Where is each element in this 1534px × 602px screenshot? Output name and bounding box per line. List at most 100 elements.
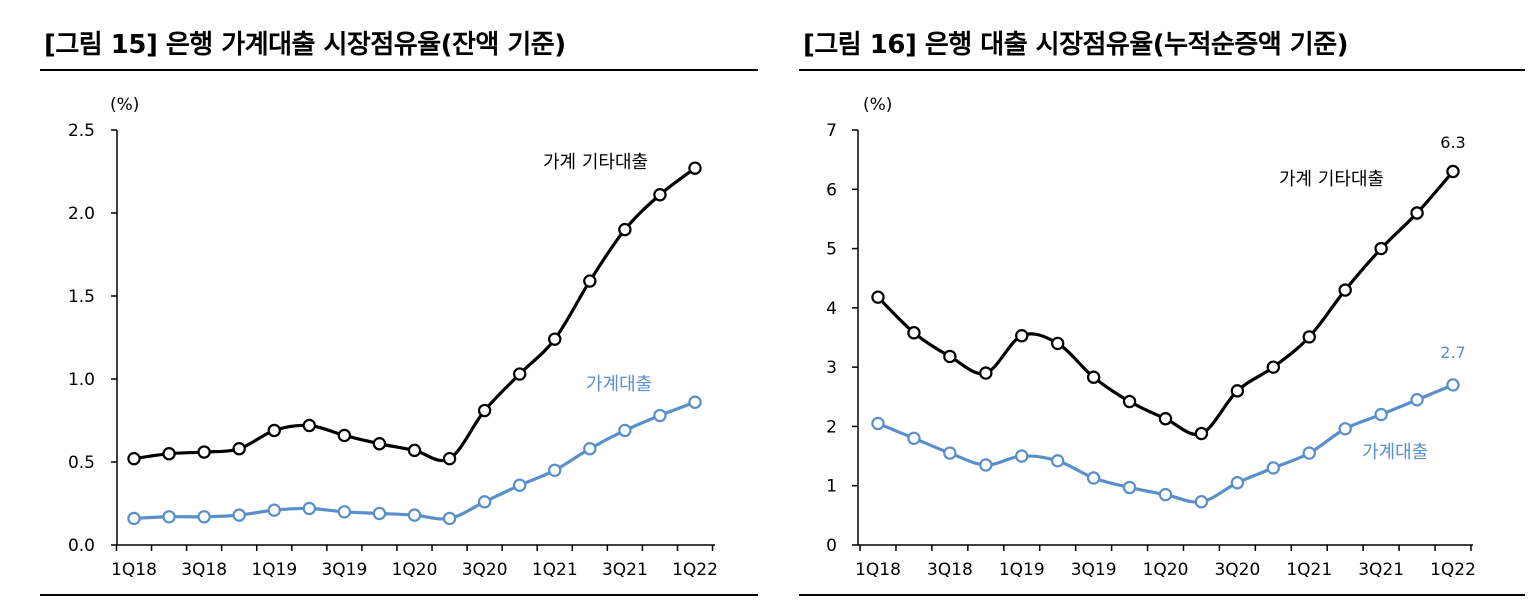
data-point <box>1194 495 1209 509</box>
series-label: 가계 기타대출 <box>543 152 648 173</box>
y-tick-label: 1 <box>826 477 837 497</box>
x-tick-label: 3Q18 <box>181 560 227 580</box>
chart-panel-15: [그림 15] 은행 가계대출 시장점유율(잔액 기준) 0.0 0.5 1.0 1.… <box>40 30 758 596</box>
x-tick-label: 1Q21 <box>1286 560 1332 580</box>
data-point <box>1122 480 1137 495</box>
x-tick-label: 3Q19 <box>321 560 367 580</box>
data-point <box>548 463 562 477</box>
data-label: 6.3 <box>1440 133 1465 152</box>
data-point <box>1302 446 1316 460</box>
bottom-rule <box>40 594 758 596</box>
chart-title: [그림 16] 은행 대출 시장점유율(누적순증액 기준) <box>803 30 1349 60</box>
y-tick-label: 3 <box>826 358 837 378</box>
data-point <box>943 446 957 460</box>
line-chart-16: 0 1 2 3 4 5 6 7 1Q18 3Q18 1Q19 3Q19 1Q20 3Q20 1Q21 3Q21… <box>826 95 1476 580</box>
y-tick-label: 7 <box>826 121 837 141</box>
data-point <box>127 451 141 466</box>
data-point <box>442 451 457 466</box>
data-point <box>618 222 632 237</box>
data-point <box>618 423 632 438</box>
x-tick-label: 3Q19 <box>1071 560 1117 580</box>
y-tick-label: 2.0 <box>68 204 95 224</box>
data-point <box>232 442 246 456</box>
data-point <box>1338 422 1352 436</box>
data-point <box>1410 206 1424 220</box>
data-point <box>653 408 667 423</box>
y-tick-label: 1.0 <box>68 370 95 390</box>
data-point <box>407 508 422 522</box>
data-point <box>1158 412 1173 426</box>
data-point <box>1050 336 1065 351</box>
data-point <box>548 332 562 346</box>
series-label: 가계대출 <box>586 374 652 395</box>
data-point <box>1302 330 1316 344</box>
data-point <box>337 428 352 443</box>
data-point <box>512 367 527 381</box>
x-tick-label: 1Q19 <box>251 560 297 580</box>
x-tick-label: 3Q21 <box>1358 560 1404 580</box>
data-point <box>871 290 885 304</box>
data-point <box>162 447 176 461</box>
data-point <box>1410 393 1424 407</box>
x-tick-label: 1Q20 <box>392 560 438 580</box>
data-point <box>512 478 527 492</box>
bottom-rule <box>799 594 1525 596</box>
data-point <box>302 501 317 516</box>
data-point <box>1374 407 1388 422</box>
y-tick-label: 2.5 <box>68 121 95 141</box>
data-point <box>477 495 492 509</box>
series-line <box>876 170 1455 437</box>
data-point <box>197 510 211 524</box>
title-rule <box>40 69 758 71</box>
data-point <box>583 274 597 288</box>
x-tick-label: 1Q22 <box>672 560 718 580</box>
y-tick-label: 0.5 <box>68 453 95 473</box>
x-tick-label: 3Q20 <box>462 560 508 580</box>
data-point <box>162 510 176 524</box>
y-axis-unit: (%) <box>110 95 139 115</box>
data-point <box>407 443 422 458</box>
data-point <box>943 349 957 364</box>
data-point <box>372 437 387 451</box>
x-tick-label: 1Q21 <box>532 560 578 580</box>
y-tick-label: 2 <box>826 417 837 437</box>
series-label: 가계 기타대출 <box>1279 169 1384 190</box>
y-tick-label: 1.5 <box>68 287 95 307</box>
data-point <box>583 442 597 456</box>
data-point <box>127 511 141 526</box>
x-tick-label: 1Q19 <box>999 560 1045 580</box>
x-tick-label: 3Q20 <box>1214 560 1260 580</box>
data-point <box>1446 378 1460 392</box>
data-point <box>1050 454 1065 468</box>
data-label: 2.7 <box>1440 343 1465 362</box>
data-point <box>1015 329 1029 343</box>
y-tick-label: 5 <box>826 240 837 260</box>
data-point <box>1266 360 1281 374</box>
data-point <box>688 161 702 175</box>
data-point <box>267 503 281 517</box>
data-point <box>1194 426 1209 441</box>
data-point <box>688 395 702 409</box>
y-axis-unit: (%) <box>863 95 892 115</box>
y-tick-label: 0.0 <box>68 536 95 556</box>
data-point <box>477 403 492 418</box>
data-point <box>1266 461 1281 475</box>
x-tick-label: 1Q18 <box>855 560 901 580</box>
data-point <box>979 366 993 380</box>
y-tick-label: 6 <box>826 180 837 200</box>
data-point <box>197 445 211 459</box>
data-point <box>907 431 921 445</box>
data-point <box>267 423 281 438</box>
x-tick-label: 3Q18 <box>927 560 973 580</box>
series-line <box>133 400 696 521</box>
data-point <box>337 505 352 519</box>
data-point <box>1015 449 1029 463</box>
x-tick-label: 1Q20 <box>1143 560 1189 580</box>
series-label: 가계대출 <box>1362 442 1428 463</box>
data-point <box>1338 283 1352 297</box>
line-chart-15: 0.0 0.5 1.0 1.5 2.0 2.5 1Q18 3Q18 1Q19 3Q19 1Q20 3Q… <box>68 95 718 580</box>
data-point <box>372 506 387 521</box>
data-point <box>1446 164 1460 179</box>
data-point <box>979 458 993 472</box>
data-point <box>302 418 317 433</box>
